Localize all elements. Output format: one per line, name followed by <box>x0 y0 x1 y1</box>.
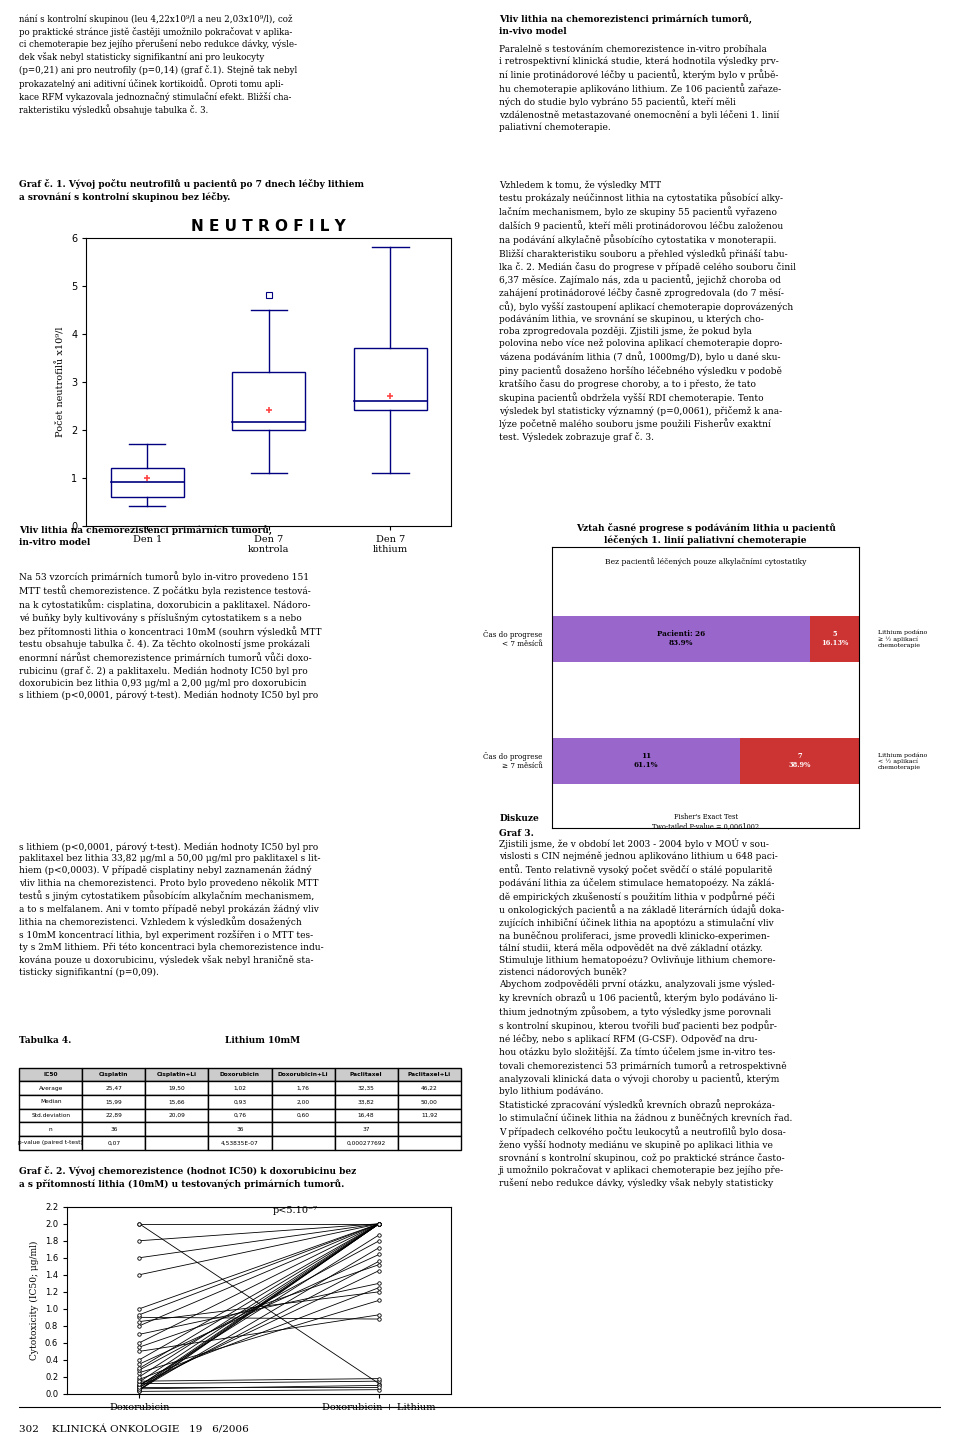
Text: 302    KLINICKÁ ONKOLOGIE   19   6/2006: 302 KLINICKÁ ONKOLOGIE 19 6/2006 <box>19 1426 249 1434</box>
Bar <box>354 348 427 410</box>
Y-axis label: Cytotoxicity (IC50; μg/ml): Cytotoxicity (IC50; μg/ml) <box>31 1241 39 1359</box>
Text: Graf 3.: Graf 3. <box>499 829 534 838</box>
Title: Vztah časné progrese s podáváním lithia u pacientů
léčených 1. linií paliativní : Vztah časné progrese s podáváním lithia … <box>576 523 835 544</box>
Bar <box>869 631 876 644</box>
Bar <box>552 615 809 662</box>
Text: Paralelně s testováním chemorezistence in-vitro probíhala
i retrospektivní klini: Paralelně s testováním chemorezistence i… <box>499 45 781 132</box>
Text: Diskuze: Diskuze <box>499 814 539 822</box>
Text: Vliv lithia na chemorezistenci primárních tumorů,
in-vivo model: Vliv lithia na chemorezistenci primárníc… <box>499 14 753 36</box>
Text: Lithium podáno
≥ ½ aplikací
chemoterapie: Lithium podáno ≥ ½ aplikací chemoterapie <box>877 629 927 648</box>
Text: Na 53 vzorcích primárních tumorů bylo in-vitro provedeno 151
MTT testů chemorezi: Na 53 vzorcích primárních tumorů bylo in… <box>19 572 322 700</box>
Title: N E U T R O F I L Y: N E U T R O F I L Y <box>191 219 347 233</box>
Text: Graf č. 1. Vývoj počtu neutrofilů u pacientů po 7 dnech léčby lithiem
a srovnání: Graf č. 1. Vývoj počtu neutrofilů u paci… <box>19 179 364 202</box>
Text: Bez pacientů léčených pouze alkylačními cytostatiky: Bez pacientů léčených pouze alkylačními … <box>605 557 806 566</box>
Text: 5
16.13%: 5 16.13% <box>821 631 848 648</box>
Y-axis label: Počet neutrofilů x10⁹/l: Počet neutrofilů x10⁹/l <box>57 327 65 436</box>
Bar <box>552 737 740 783</box>
Text: Tabulka 4.: Tabulka 4. <box>19 1037 72 1045</box>
Text: Pacienti: 26
83.9%: Pacienti: 26 83.9% <box>657 631 705 648</box>
Text: 7
38.9%: 7 38.9% <box>788 752 810 769</box>
Bar <box>110 468 183 497</box>
Bar <box>232 372 305 429</box>
Text: s lithiem (p<0,0001, párový t-test). Medián hodnoty IC50 byl pro
paklitaxel bez : s lithiem (p<0,0001, párový t-test). Med… <box>19 842 324 978</box>
Text: Vliv lithia na chemorezistenci primárních tumorů,
in-vitro model: Vliv lithia na chemorezistenci primárníc… <box>19 526 273 547</box>
Bar <box>809 615 859 662</box>
Bar <box>869 753 876 766</box>
Text: nání s kontrolní skupinou (leu 4,22x10⁹/l a neu 2,03x10⁹/l), což
po praktické st: nání s kontrolní skupinou (leu 4,22x10⁹/… <box>19 14 298 115</box>
Text: p<5.10⁻⁷: p<5.10⁻⁷ <box>273 1207 318 1215</box>
Text: Graf č. 2. Vývoj chemorezistence (hodnot IC50) k doxorubicinu bez
a s přítomnost: Graf č. 2. Vývoj chemorezistence (hodnot… <box>19 1166 356 1189</box>
Text: Lithium 10mM: Lithium 10mM <box>225 1037 300 1045</box>
Bar <box>740 737 859 783</box>
Text: Čas do progrese
< 7 měsíců: Čas do progrese < 7 měsíců <box>484 629 542 648</box>
Text: Zjistili jsme, že v období let 2003 - 2004 bylo v MOÚ v sou-
vislosti s CIN nejm: Zjistili jsme, že v období let 2003 - 20… <box>499 838 793 1188</box>
Text: Čas do progrese
≥ 7 měsíců: Čas do progrese ≥ 7 měsíců <box>484 752 542 770</box>
Text: 11
61.1%: 11 61.1% <box>634 752 659 769</box>
Text: Vzhledem k tomu, že výsledky MTT
testu prokázaly neúčinnost lithia na cytostatik: Vzhledem k tomu, že výsledky MTT testu p… <box>499 180 796 442</box>
Text: Fisher's Exact Test
Two-tailed P-value = 0,0061002: Fisher's Exact Test Two-tailed P-value =… <box>652 814 759 831</box>
Text: Lithium podáno
< ½ aplikací
chemoterapie: Lithium podáno < ½ aplikací chemoterapie <box>877 752 927 770</box>
